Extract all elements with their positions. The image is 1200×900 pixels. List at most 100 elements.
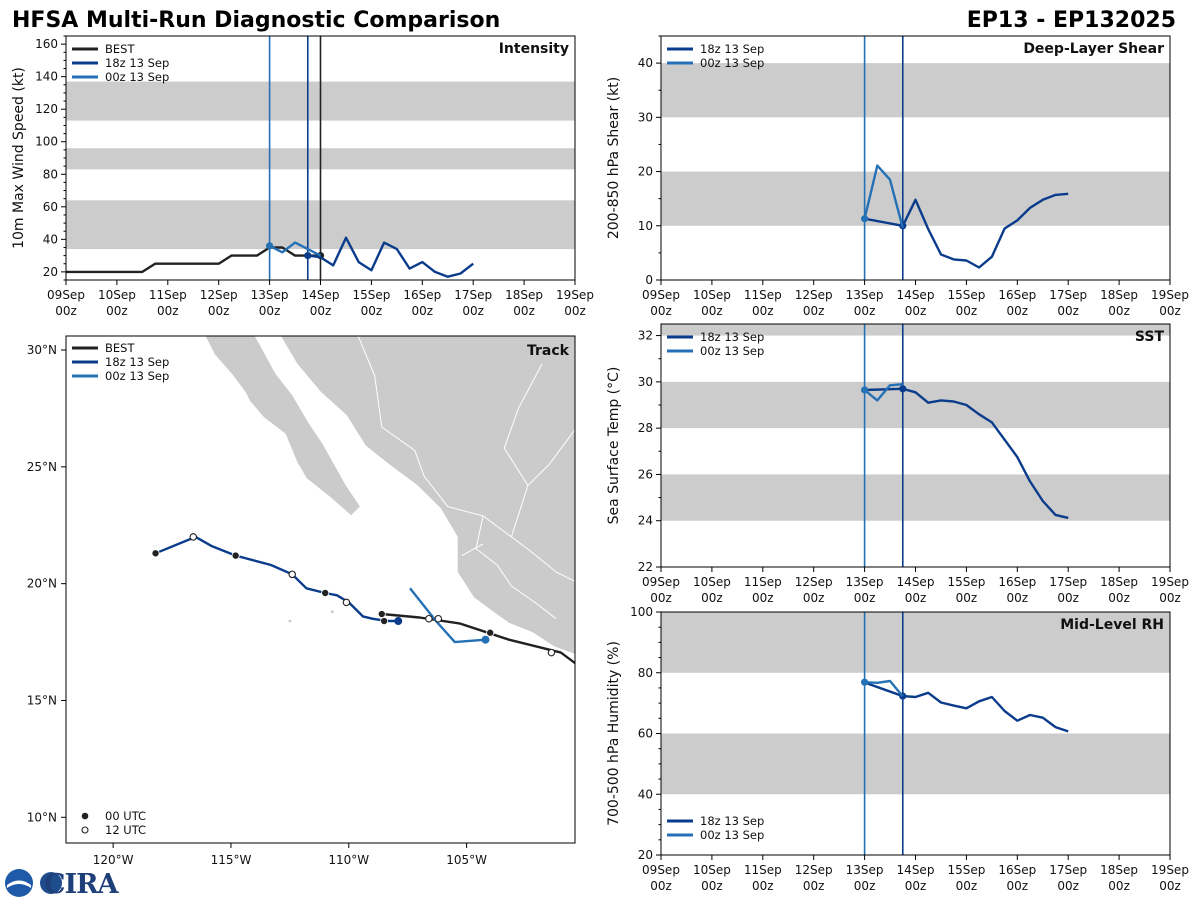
track-state-border <box>357 336 425 477</box>
track-00utc-point <box>321 589 330 598</box>
rh-y-tick-label: 40 <box>638 787 653 801</box>
intensity-x-day-label: 15Sep <box>352 288 390 302</box>
sst-x-day-label: 12Sep <box>795 575 833 589</box>
rh-y-axis-label: 700-500 hPa Humidity (%) <box>606 641 622 826</box>
intensity-x-day-label: 13Sep <box>251 288 289 302</box>
track-legend-label: 18z 13 Sep <box>105 355 169 369</box>
sst-x-hour-label: 00z <box>650 591 672 605</box>
track-map-area <box>151 336 575 665</box>
shear-y-tick-label: 40 <box>638 56 653 70</box>
rh-y-tick-label: 100 <box>630 605 653 619</box>
intensity-marker-run18z <box>304 252 312 260</box>
cira-logo: CIRA <box>5 869 121 900</box>
shear-legend-label: 00z 13 Sep <box>700 56 764 70</box>
sst-y-axis-label: Sea Surface Temp (°C) <box>606 367 622 525</box>
intensity-x-day-label: 17Sep <box>454 288 492 302</box>
shear-x-day-label: 10Sep <box>693 288 731 302</box>
track-island <box>330 610 334 614</box>
shear-x-hour-label: 00z <box>650 304 672 318</box>
shear-legend-label: 18z 13 Sep <box>700 42 764 56</box>
track-12utc-point <box>288 570 296 579</box>
track-12utc-point <box>189 533 198 541</box>
rh-threshold-band <box>661 612 1170 673</box>
shear-panel-title: Deep-Layer Shear <box>1023 41 1164 57</box>
intensity-x-day-label: 18Sep <box>505 288 543 302</box>
rh-panel-title: Mid-Level RH <box>1060 617 1164 633</box>
shear-x-hour-label: 00z <box>752 304 774 318</box>
track-marker-legend-label: 12 UTC <box>105 823 146 837</box>
track-lat-label: 20°N <box>27 577 57 591</box>
intensity-x-hour-label: 00z <box>462 304 484 318</box>
rh-y-tick-label: 80 <box>638 666 653 680</box>
intensity-x-hour-label: 00z <box>55 304 77 318</box>
rh-x-day-label: 17Sep <box>1049 863 1087 877</box>
rh-x-day-label: 15Sep <box>947 863 985 877</box>
rh-x-hour-label: 00z <box>1159 879 1181 893</box>
sst-y-tick-label: 24 <box>638 514 653 528</box>
intensity-x-hour-label: 00z <box>361 304 383 318</box>
sst-series-run00z <box>863 383 903 402</box>
shear-x-day-label: 15Sep <box>947 288 985 302</box>
intensity-x-hour-label: 00z <box>157 304 179 318</box>
track-state-border <box>461 543 484 557</box>
sst-x-hour-label: 00z <box>701 591 723 605</box>
track-00utc-point <box>486 628 495 637</box>
track-lon-label: 110°W <box>328 853 369 867</box>
track-panel-title: Track <box>527 343 570 359</box>
shear-series-run00z <box>863 164 904 229</box>
intensity-plot-area <box>66 36 575 280</box>
track-state-border <box>511 585 557 620</box>
sst-x-hour-label: 00z <box>1057 591 1079 605</box>
rh-x-day-label: 09Sep <box>642 863 680 877</box>
intensity-marker-run00z <box>266 242 274 250</box>
sst-threshold-band <box>661 381 1170 429</box>
noaa-wave-icon <box>7 880 31 888</box>
track-12utc-point <box>434 614 443 623</box>
intensity-x-day-label: 09Sep <box>47 288 85 302</box>
track-12utc-point <box>342 598 351 607</box>
track-lat-label: 10°N <box>27 810 57 824</box>
intensity-y-tick-label: 140 <box>35 70 58 84</box>
track-00utc-point <box>231 551 240 560</box>
shear-x-day-label: 16Sep <box>998 288 1036 302</box>
shear-x-day-label: 14Sep <box>897 288 935 302</box>
intensity-y-tick-label: 120 <box>35 102 58 116</box>
intensity-y-tick-label: 40 <box>43 232 58 246</box>
rh-legend-label: 18z 13 Sep <box>700 814 764 828</box>
intensity-x-hour-label: 00z <box>106 304 128 318</box>
track-island <box>288 619 292 623</box>
sst-x-hour-label: 00z <box>1159 591 1181 605</box>
rh-x-day-label: 11Sep <box>744 863 782 877</box>
shear-x-day-label: 17Sep <box>1049 288 1087 302</box>
track-line-run18z <box>155 535 399 623</box>
rh-x-hour-label: 00z <box>1057 879 1079 893</box>
intensity-legend-label: 00z 13 Sep <box>105 70 169 84</box>
track-frame <box>65 335 576 844</box>
rh-series-run00z <box>864 679 904 698</box>
sst-x-hour-label: 00z <box>905 591 927 605</box>
intensity-x-day-label: 10Sep <box>98 288 136 302</box>
shear-x-hour-label: 00z <box>1159 304 1181 318</box>
track-12utc-point <box>425 614 433 623</box>
track-state-border <box>503 363 543 486</box>
shear-x-day-label: 11Sep <box>744 288 782 302</box>
shear-x-hour-label: 00z <box>854 304 876 318</box>
intensity-x-day-label: 11Sep <box>149 288 187 302</box>
track-legend-label: BEST <box>105 341 135 355</box>
track-start-point <box>394 617 403 626</box>
shear-x-hour-label: 00z <box>905 304 927 318</box>
shear-x-day-label: 09Sep <box>642 288 680 302</box>
intensity-y-tick-label: 100 <box>35 135 58 149</box>
sst-x-day-label: 19Sep <box>1151 575 1189 589</box>
cira-logo-text: CIRA <box>44 869 120 900</box>
panel-shear: 0 10 20 30 40 09Sep 00z 10Sep 00z 11Sep 00z 12Sep 00… <box>606 35 1189 318</box>
sst-x-hour-label: 00z <box>956 591 978 605</box>
storm-id-title: EP13 - EP132025 <box>967 8 1176 33</box>
intensity-x-day-label: 12Sep <box>200 288 238 302</box>
sst-series-run18z <box>864 387 1069 520</box>
sst-x-hour-label: 00z <box>854 591 876 605</box>
rh-plot-area <box>661 612 1170 855</box>
intensity-panel-title: Intensity <box>499 41 569 57</box>
rh-x-hour-label: 00z <box>752 879 774 893</box>
